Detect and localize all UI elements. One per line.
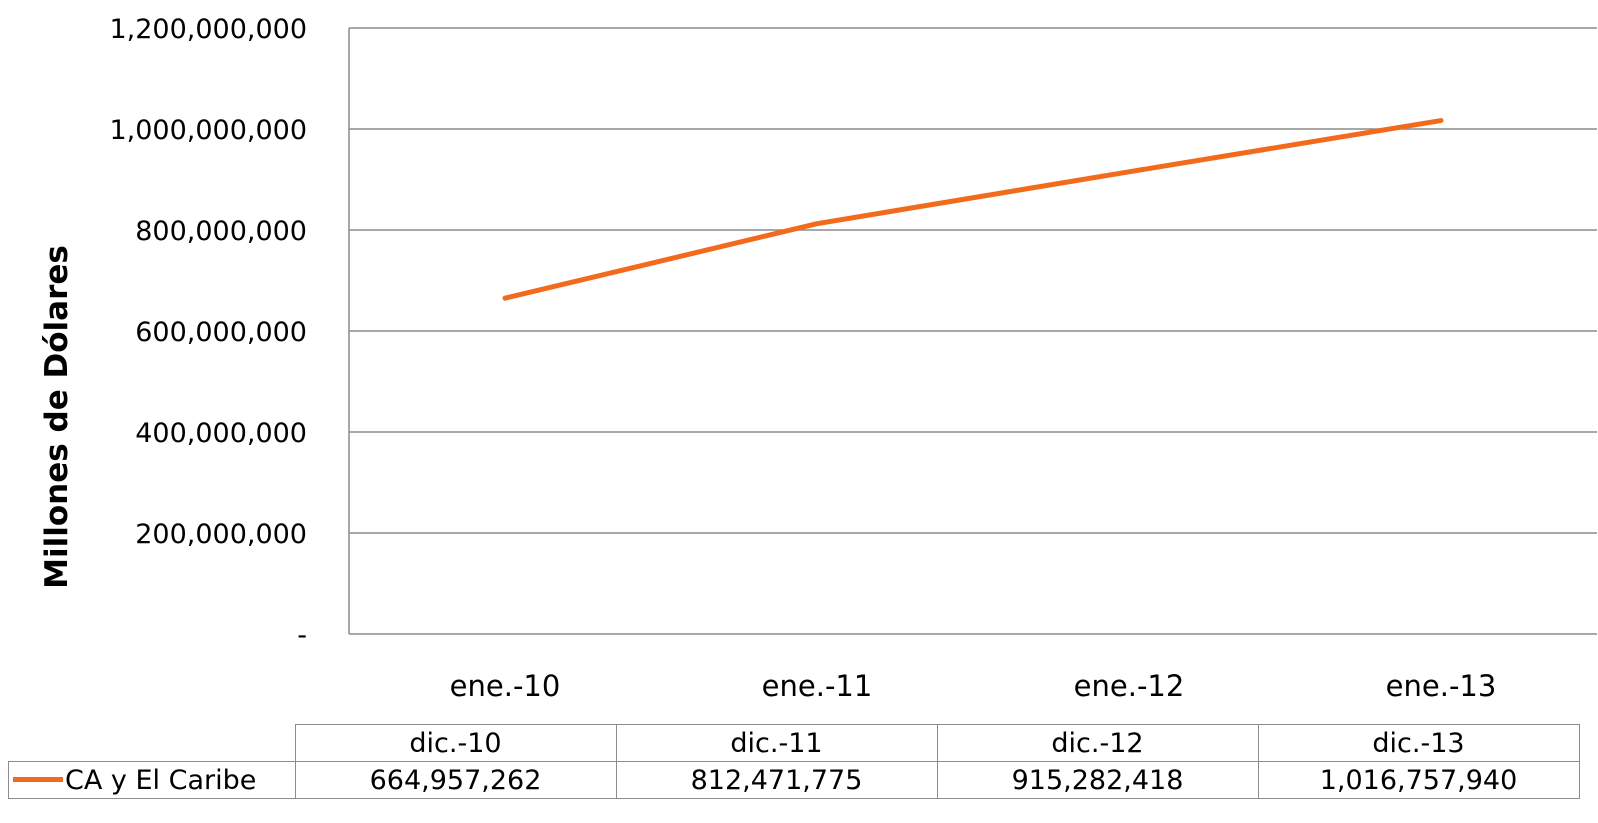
gridlines <box>349 27 1597 534</box>
data-table-cell: 1,016,757,940 <box>1257 761 1580 799</box>
data-table-header: dic.-12 <box>936 724 1259 762</box>
x-tick-label: ene.-10 <box>450 669 561 703</box>
data-table-cell: 812,471,775 <box>615 761 938 799</box>
legend-line-swatch <box>13 776 63 782</box>
data-table-header-row: dic.-10 dic.-11 dic.-12 dic.-13 <box>8 724 1580 762</box>
data-table-header: dic.-13 <box>1257 724 1580 762</box>
series-name: CA y El Caribe <box>65 764 257 796</box>
y-tick-labels: - 200,000,000 400,000,000 600,000,000 800,00… <box>109 14 307 651</box>
y-tick-label: 600,000,000 <box>135 317 307 348</box>
data-table: dic.-10 dic.-11 dic.-12 dic.-13 CA y El … <box>8 724 1580 799</box>
y-tick-label: 1,200,000,000 <box>109 14 307 45</box>
x-tick-labels: ene.-10 ene.-11 ene.-12 ene.-13 <box>450 669 1497 703</box>
axes <box>348 28 1597 635</box>
y-tick-label: 1,000,000,000 <box>109 115 307 146</box>
data-table-header: dic.-11 <box>615 724 938 762</box>
y-tick-label: 800,000,000 <box>135 216 307 247</box>
data-table-cell: 664,957,262 <box>294 761 617 799</box>
data-table-cell: 915,282,418 <box>936 761 1259 799</box>
y-tick-label: - <box>297 620 307 651</box>
data-table-header: dic.-10 <box>294 724 617 762</box>
data-table-row: CA y El Caribe 664,957,262 812,471,775 9… <box>8 761 1580 799</box>
data-table-corner <box>8 724 296 762</box>
y-axis-label: Millones de Dólares <box>39 245 75 589</box>
x-tick-label: ene.-12 <box>1074 669 1185 703</box>
series-lines <box>502 118 1444 301</box>
x-tick-label: ene.-11 <box>762 669 873 703</box>
data-table-series-label: CA y El Caribe <box>8 761 296 799</box>
x-tick-label: ene.-13 <box>1386 669 1497 703</box>
series-line <box>502 118 1444 301</box>
y-tick-label: 200,000,000 <box>135 519 307 550</box>
y-tick-label: 400,000,000 <box>135 418 307 449</box>
